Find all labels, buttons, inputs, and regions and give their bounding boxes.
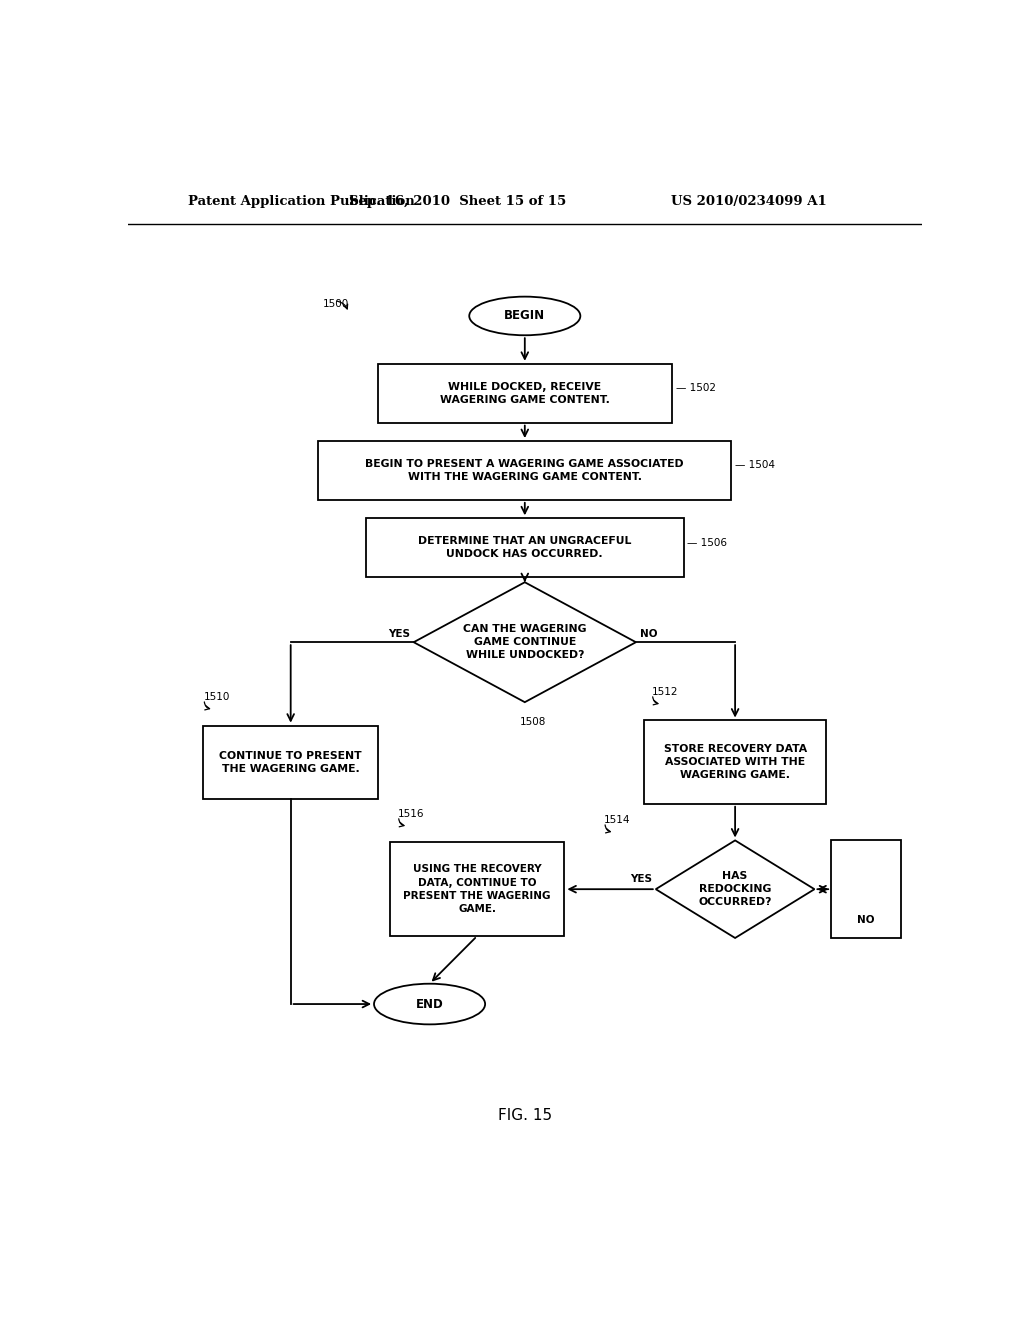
Text: CONTINUE TO PRESENT
THE WAGERING GAME.: CONTINUE TO PRESENT THE WAGERING GAME. [219,751,362,774]
FancyBboxPatch shape [367,519,684,577]
Text: WHILE DOCKED, RECEIVE
WAGERING GAME CONTENT.: WHILE DOCKED, RECEIVE WAGERING GAME CONT… [440,381,609,405]
Text: HAS
REDOCKING
OCCURRED?: HAS REDOCKING OCCURRED? [698,871,772,907]
Text: FIG. 15: FIG. 15 [498,1109,552,1123]
Text: NO: NO [857,915,874,925]
FancyBboxPatch shape [378,364,672,422]
FancyBboxPatch shape [318,441,731,500]
Text: 1514: 1514 [604,814,631,825]
Text: YES: YES [630,874,652,884]
Text: STORE RECOVERY DATA
ASSOCIATED WITH THE
WAGERING GAME.: STORE RECOVERY DATA ASSOCIATED WITH THE … [664,744,807,780]
Text: 1508: 1508 [519,718,546,727]
Text: 1500: 1500 [323,298,349,309]
Polygon shape [655,841,814,939]
Text: Sep. 16, 2010  Sheet 15 of 15: Sep. 16, 2010 Sheet 15 of 15 [349,194,566,207]
FancyBboxPatch shape [204,726,378,799]
Text: — 1506: — 1506 [687,537,727,548]
Text: BEGIN: BEGIN [504,309,546,322]
Text: DETERMINE THAT AN UNGRACEFUL
UNDOCK HAS OCCURRED.: DETERMINE THAT AN UNGRACEFUL UNDOCK HAS … [418,536,632,560]
FancyBboxPatch shape [644,721,826,804]
Text: END: END [416,998,443,1011]
Text: CAN THE WAGERING
GAME CONTINUE
WHILE UNDOCKED?: CAN THE WAGERING GAME CONTINUE WHILE UND… [463,624,587,660]
Text: NO: NO [640,630,657,639]
Text: 1512: 1512 [652,686,678,697]
Text: US 2010/0234099 A1: US 2010/0234099 A1 [671,194,826,207]
FancyBboxPatch shape [831,841,901,939]
Text: Patent Application Publication: Patent Application Publication [187,194,415,207]
Text: 1510: 1510 [204,692,229,702]
Ellipse shape [374,983,485,1024]
Text: 1516: 1516 [397,809,424,818]
Text: YES: YES [388,630,410,639]
Text: — 1502: — 1502 [676,383,716,393]
Text: USING THE RECOVERY
DATA, CONTINUE TO
PRESENT THE WAGERING
GAME.: USING THE RECOVERY DATA, CONTINUE TO PRE… [403,865,551,913]
Polygon shape [414,582,636,702]
Ellipse shape [469,297,581,335]
FancyBboxPatch shape [390,842,564,936]
Text: BEGIN TO PRESENT A WAGERING GAME ASSOCIATED
WITH THE WAGERING GAME CONTENT.: BEGIN TO PRESENT A WAGERING GAME ASSOCIA… [366,459,684,482]
Text: — 1504: — 1504 [735,461,775,470]
